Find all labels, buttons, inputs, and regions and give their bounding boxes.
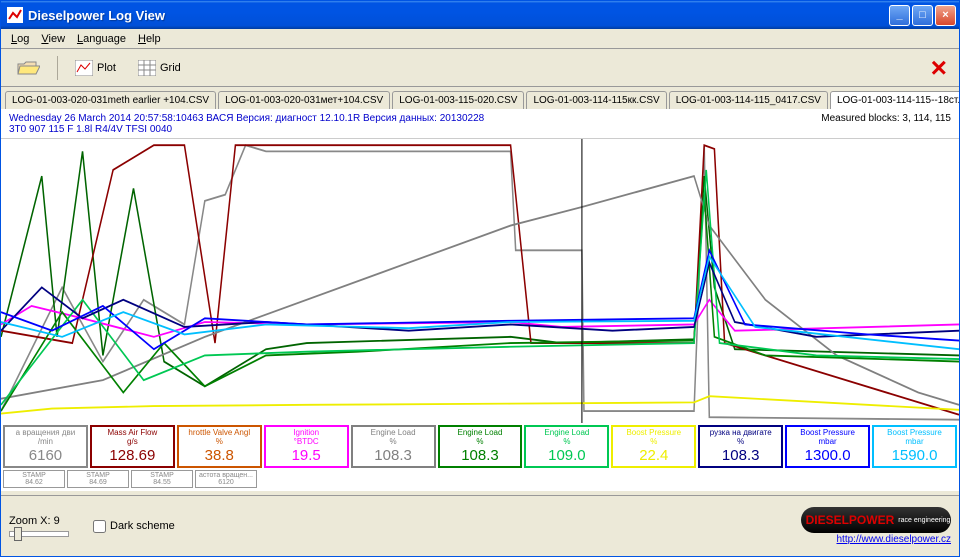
- readout-2: hrottle Valve Angl%38.8: [177, 425, 262, 468]
- info-bar: Wednesday 26 March 2014 20:57:58:10463 В…: [1, 109, 959, 139]
- zoom-label: Zoom X: 9: [9, 515, 69, 527]
- readout-8: рузка на двигате%108.3: [698, 425, 783, 468]
- zoom-slider[interactable]: [9, 531, 69, 537]
- readout-0: а вращения дви/min6160: [3, 425, 88, 468]
- toolbar: Plot Grid ×: [1, 49, 959, 87]
- plot-label: Plot: [97, 62, 116, 74]
- dark-scheme-checkbox[interactable]: Dark scheme: [93, 520, 175, 533]
- info-line2: 3T0 907 115 F 1.8l R4/4V TFSI 0040: [9, 124, 172, 135]
- menu-language[interactable]: Language: [71, 31, 132, 47]
- stamp-2: STAMP84.55: [131, 470, 193, 488]
- info-line1: Wednesday 26 March 2014 20:57:58:10463 В…: [9, 113, 484, 124]
- dark-scheme-input[interactable]: [93, 520, 106, 533]
- tab-1[interactable]: LOG-01-003-020-031мет+104.CSV: [218, 91, 390, 109]
- menu-log[interactable]: Log: [5, 31, 35, 47]
- grid-label: Grid: [160, 62, 181, 74]
- bottom-panel: Zoom X: 9 Dark scheme DIESELPOWER race e…: [1, 496, 959, 556]
- titlebar: Dieselpower Log View _ □ ×: [1, 1, 959, 29]
- chart-area[interactable]: [1, 139, 959, 423]
- measured-blocks: Measured blocks: 3, 114, 115: [821, 113, 951, 124]
- readout-4: Engine Load%108.3: [351, 425, 436, 468]
- close-button[interactable]: ×: [935, 5, 956, 26]
- menubar: Log View Language Help: [1, 29, 959, 49]
- tab-3[interactable]: LOG-01-003-114-115кк.CSV: [526, 91, 666, 109]
- grid-icon: [138, 60, 156, 76]
- readout-9: Boost Pressurembar1300.0: [785, 425, 870, 468]
- readout-3: Ignition°BTDC19.5: [264, 425, 349, 468]
- window-title: Dieselpower Log View: [28, 8, 889, 23]
- folder-open-icon: [16, 58, 40, 78]
- menu-help[interactable]: Help: [132, 31, 167, 47]
- minimize-button[interactable]: _: [889, 5, 910, 26]
- tab-4[interactable]: LOG-01-003-114-115_0417.CSV: [669, 91, 828, 109]
- maximize-button[interactable]: □: [912, 5, 933, 26]
- readout-10: Boost Pressurembar1590.0: [872, 425, 957, 468]
- tab-2[interactable]: LOG-01-003-115-020.CSV: [392, 91, 524, 109]
- tab-0[interactable]: LOG-01-003-020-031meth earlier +104.CSV: [5, 91, 216, 109]
- dark-scheme-label: Dark scheme: [110, 520, 175, 532]
- readout-7: Boost Pressure%22.4: [611, 425, 696, 468]
- stamp-1: STAMP84.69: [67, 470, 129, 488]
- readouts: а вращения дви/min6160Mass Air Flowg/s12…: [1, 423, 959, 490]
- readout-1: Mass Air Flowg/s128.69: [90, 425, 175, 468]
- tab-5[interactable]: LOG-01-003-114-115--18ст.CSV: [830, 91, 959, 109]
- stamp-3: астота вращен...6120: [195, 470, 257, 488]
- grid-button[interactable]: Grid: [129, 54, 190, 82]
- plot-button[interactable]: Plot: [66, 54, 125, 82]
- menu-view[interactable]: View: [35, 31, 71, 47]
- plot-icon: [75, 60, 93, 76]
- app-icon: [7, 7, 23, 23]
- open-button[interactable]: [7, 54, 49, 82]
- dieselpower-link[interactable]: http://www.dieselpower.cz: [837, 534, 952, 545]
- readout-6: Engine Load%109.0: [524, 425, 609, 468]
- tabs-bar: LOG-01-003-020-031meth earlier +104.CSVL…: [1, 87, 959, 109]
- dieselpower-logo: DIESELPOWER race engineering: [801, 507, 951, 533]
- tab-close-button[interactable]: ×: [925, 52, 953, 84]
- readout-5: Engine Load%108.3: [438, 425, 523, 468]
- stamp-0: STAMP84.62: [3, 470, 65, 488]
